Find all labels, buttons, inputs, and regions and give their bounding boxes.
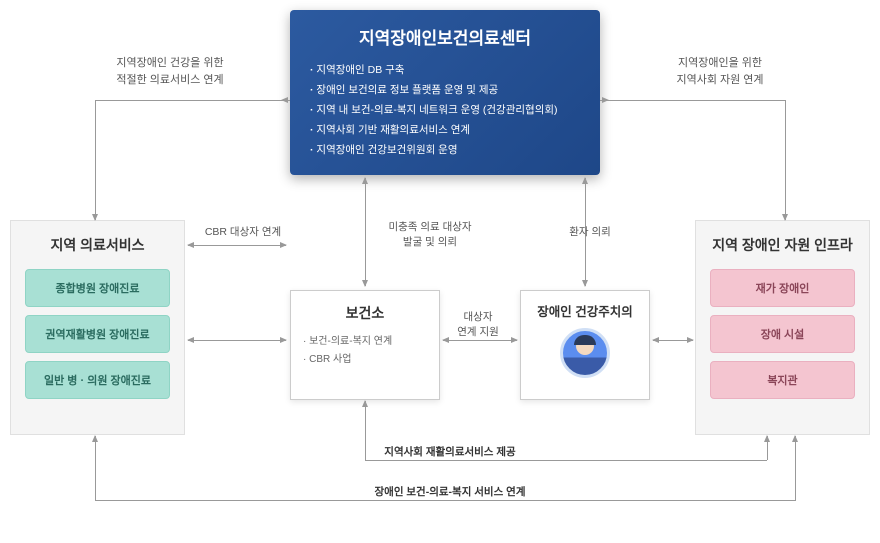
chip-general-hospital: 종합병원 장애진료: [25, 269, 170, 307]
doctor-avatar-icon: [560, 328, 610, 378]
arrow-right-to-main: [600, 100, 608, 101]
main-item: 지역장애인 건강보건위원회 운영: [310, 141, 580, 161]
connector: [785, 100, 786, 218]
main-item: 지역 내 보건-의료-복지 네트워크 운영 (건강관리협의회): [310, 101, 580, 121]
health-center-box: 보건소 보건-의료-복지 연계 CBR 사업: [290, 290, 440, 400]
panel-right-title: 지역 장애인 자원 인프라: [706, 235, 859, 255]
main-item: 지역장애인 DB 구축: [310, 61, 580, 81]
panel-left-title: 지역 의료서비스: [21, 235, 174, 255]
arrow-main-to-right: [785, 210, 786, 220]
arrow-bottom-to-right1: [767, 436, 768, 442]
main-item: 장애인 보건의료 정보 플랫폼 운영 및 제공: [310, 81, 580, 101]
label-cbr: CBR 대상자 연계: [198, 225, 288, 240]
arrow-bottom-to-hc: [365, 401, 366, 407]
connector: [795, 438, 796, 501]
chip-welfare-center: 복지관: [710, 361, 855, 399]
health-center-title: 보건소: [303, 303, 427, 323]
doctor-box: 장애인 건강주치의: [520, 290, 650, 400]
arrow-main-to-healthcenter: [365, 178, 366, 286]
chip-regional-rehab: 권역재활병원 장애진료: [25, 315, 170, 353]
arrow-main-to-left: [95, 210, 96, 220]
chip-facility: 장애 시설: [710, 315, 855, 353]
connector: [95, 100, 290, 101]
main-items: 지역장애인 DB 구축 장애인 보건의료 정보 플랫폼 운영 및 제공 지역 내…: [310, 61, 580, 161]
arrow-cbr: [188, 245, 286, 246]
main-center-box: 지역장애인보건의료센터 지역장애인 DB 구축 장애인 보건의료 정보 플랫폼 …: [290, 10, 600, 175]
chip-home-disabled: 재가 장애인: [710, 269, 855, 307]
chip-clinic: 일반 병 · 의원 장애진료: [25, 361, 170, 399]
connector: [365, 460, 767, 461]
connector: [600, 100, 785, 101]
arrow-left-to-healthcenter: [188, 340, 286, 341]
health-center-item: CBR 사업: [303, 351, 427, 369]
connector: [95, 438, 96, 500]
label-patient-referral: 환자 의뢰: [560, 225, 620, 240]
arrow-bottom-to-right2: [795, 436, 796, 442]
label-unmet: 미충족 의료 대상자 발굴 및 의뢰: [375, 220, 485, 249]
doctor-title: 장애인 건강주치의: [531, 301, 639, 320]
label-link-support: 대상자 연계 지원: [448, 310, 508, 339]
arrow-left-to-main: [282, 100, 290, 101]
top-left-sub: 지역장애인 건강을 위한 적절한 의료서비스 연계: [90, 55, 250, 88]
health-center-item: 보건-의료-복지 연계: [303, 333, 427, 351]
arrow-doctor-to-right: [653, 340, 693, 341]
panel-resource-infra: 지역 장애인 자원 인프라 재가 장애인 장애 시설 복지관: [695, 220, 870, 435]
main-item: 지역사회 기반 재활의료서비스 연계: [310, 121, 580, 141]
label-bottom2: 장애인 보건-의료-복지 서비스 연계: [310, 485, 590, 500]
health-center-items: 보건-의료-복지 연계 CBR 사업: [303, 333, 427, 369]
panel-local-medical: 지역 의료서비스 종합병원 장애진료 권역재활병원 장애진료 일반 병 · 의원…: [10, 220, 185, 435]
arrow-healthcenter-to-doctor: [443, 340, 517, 341]
label-bottom1: 지역사회 재활의료서비스 제공: [340, 445, 560, 460]
connector: [95, 100, 96, 218]
main-title: 지역장애인보건의료센터: [310, 24, 580, 49]
top-right-sub: 지역장애인을 위한 지역사회 자원 연계: [640, 55, 800, 88]
arrow-bottom-to-left: [95, 436, 96, 442]
connector: [95, 500, 795, 501]
